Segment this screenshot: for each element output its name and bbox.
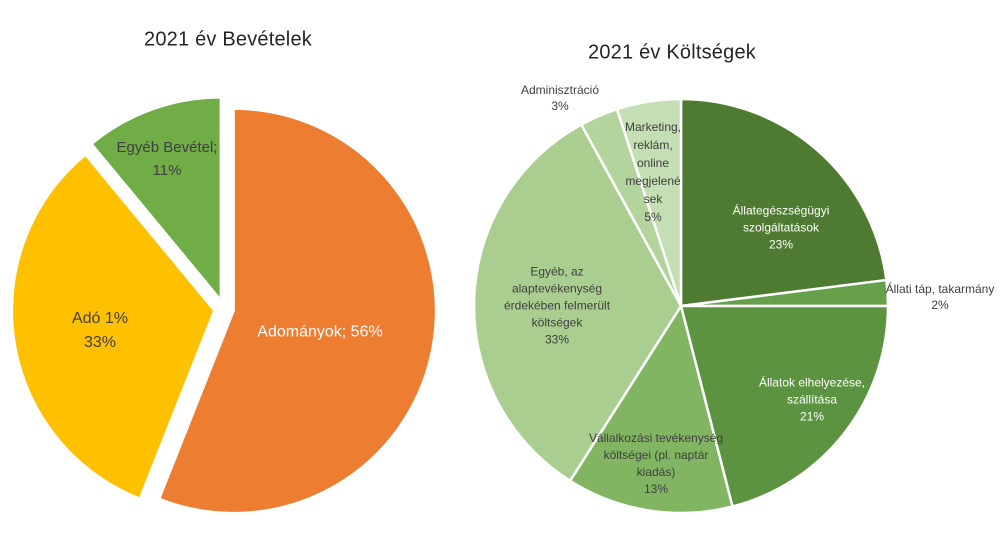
costs-pie-label-4: Egyéb, az alaptevékenység érdekében felmer… [503,264,611,347]
costs-pie-slice-6 [615,97,683,308]
costs-pie-slice-0 [679,97,888,308]
costs-pie-label-1: Állati táp, takarmány 2% [885,282,995,312]
costs-pie-label-0: Állategészségügyi szolgáltatások 23% [732,203,830,252]
costs-pie-slice-2 [679,304,890,508]
revenue-pie-label-0: Adományok; 56% [257,323,383,341]
revenue-pie-label-2: Egyéb Bevétel; 11% [116,139,218,179]
revenue-pie-slice-2 [90,96,222,301]
costs-pie-label-2: Állatok elhelyezése, szállítása 21% [758,375,866,424]
revenue-chart-title: 2021 év Bevételek [144,28,312,51]
costs-pie-slice-3 [568,304,734,515]
revenue-pie [11,96,437,514]
revenue-pie-slice-0 [158,107,437,514]
costs-pie-label-6: Marketing, reklám, online megjelené sek 5% [624,120,682,224]
revenue-pie-label-1: Adó 1% 33% [71,310,129,351]
costs-chart-title: 2021 év Költségek [588,41,756,64]
costs-pie [472,97,890,515]
revenue-pie-slice-1 [11,153,216,500]
costs-pie-label-5: Adminisztráció 3% [520,83,600,113]
costs-pie-label-3: Vállalkozási tevékenység költségei (pl. n… [588,431,724,496]
